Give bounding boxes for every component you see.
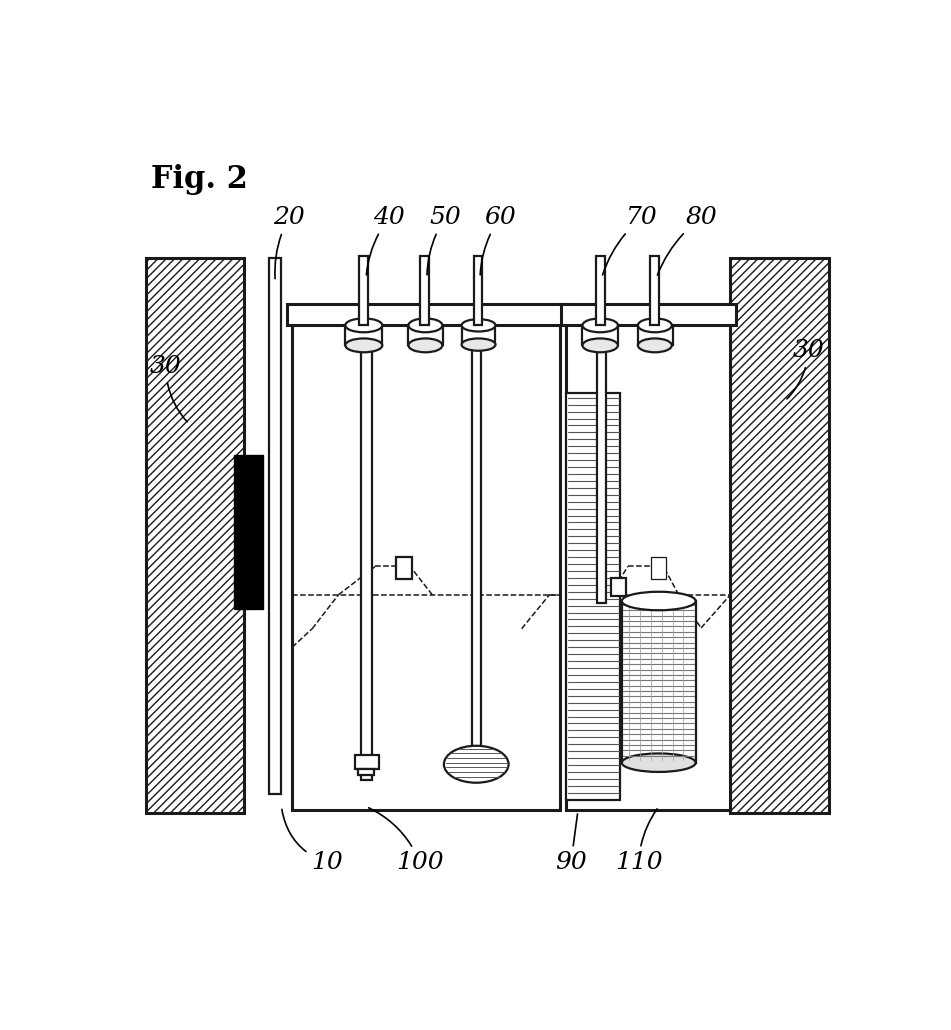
Bar	[566, 314, 730, 811]
Bar	[597, 341, 607, 603]
Text: 80: 80	[657, 206, 718, 275]
Ellipse shape	[409, 339, 442, 352]
Text: Fig. 2: Fig. 2	[150, 164, 247, 195]
Text: 60: 60	[480, 206, 516, 275]
Bar	[595, 256, 605, 325]
Bar	[561, 304, 736, 325]
Text: 30: 30	[787, 339, 824, 399]
Bar	[651, 557, 667, 579]
Bar	[345, 325, 382, 345]
Bar	[359, 768, 374, 775]
Text: 100: 100	[369, 808, 444, 874]
Ellipse shape	[582, 318, 618, 333]
Text: 70: 70	[603, 206, 658, 275]
Text: 10: 10	[281, 810, 342, 874]
Bar	[461, 325, 495, 345]
Bar	[622, 600, 696, 762]
Bar	[397, 557, 412, 579]
Text: 110: 110	[615, 809, 663, 874]
Text: 90: 90	[555, 814, 587, 874]
Bar	[234, 454, 262, 609]
Bar	[359, 256, 368, 325]
Text: 20: 20	[273, 206, 305, 279]
Bar	[611, 578, 627, 596]
Bar	[566, 393, 620, 799]
Bar	[269, 259, 281, 793]
Bar	[650, 256, 659, 325]
Text: 50: 50	[427, 206, 461, 275]
Ellipse shape	[638, 339, 671, 352]
Bar	[361, 341, 372, 780]
Ellipse shape	[622, 592, 696, 610]
Ellipse shape	[345, 339, 382, 352]
Bar	[409, 325, 443, 345]
Bar	[420, 256, 429, 325]
Bar	[292, 314, 560, 811]
Bar	[582, 325, 618, 345]
Ellipse shape	[461, 319, 495, 332]
Ellipse shape	[461, 339, 495, 351]
Ellipse shape	[345, 318, 382, 333]
Bar	[474, 256, 482, 325]
Ellipse shape	[638, 318, 671, 333]
Ellipse shape	[444, 746, 509, 783]
Bar	[472, 341, 481, 749]
Ellipse shape	[622, 754, 696, 771]
Ellipse shape	[582, 339, 618, 352]
Text: 30: 30	[150, 354, 187, 422]
Bar	[287, 304, 566, 325]
Ellipse shape	[409, 318, 442, 333]
Bar	[638, 325, 672, 345]
Text: 40: 40	[366, 206, 405, 275]
Bar	[355, 755, 379, 768]
Bar	[146, 259, 244, 813]
Bar	[730, 259, 829, 813]
